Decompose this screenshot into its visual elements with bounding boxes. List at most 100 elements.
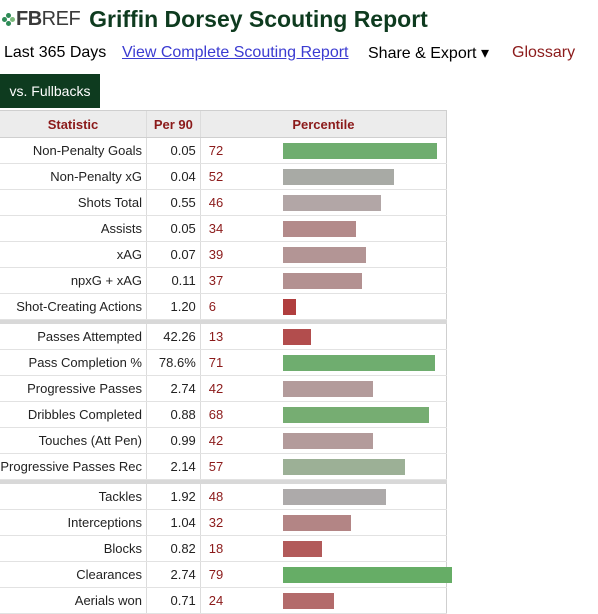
scouting-table: Statistic Per 90 Percentile Non-Penalty … [0,111,452,614]
stat-name: xAG [0,241,147,268]
col-percentile[interactable]: Percentile [200,111,448,138]
percentile-bar [282,567,452,583]
percentile-cell: 46 [200,189,448,216]
stat-name: Interceptions [0,509,147,536]
percentile-cell: 72 [200,137,448,164]
percentile-value: 68 [208,407,224,422]
per90-value: 1.92 [146,484,201,510]
period-label: Last 365 Days [4,44,107,61]
percentile-cell: 37 [200,267,448,294]
table-row: Shot-Creating Actions 1.20 6 [0,293,448,320]
per90-value: 0.88 [146,401,201,428]
per90-value: 0.04 [146,163,201,190]
page-title: Griffin Dorsey Scouting Report [89,5,428,32]
percentile-bar [282,299,296,315]
percentile-bar [282,515,351,531]
percentile-bar [282,355,435,371]
percentile-cell: 57 [200,453,448,480]
percentile-cell: 71 [200,349,448,376]
percentile-bar [282,433,373,449]
percentile-value: 57 [208,459,224,474]
table-body: Non-Penalty Goals 0.05 72 Non-Penalty xG 0.0… [0,137,452,614]
logo-ref-text: REF [41,7,81,30]
per90-value: 2.14 [146,453,201,480]
per90-value: 2.74 [146,375,201,402]
stat-name: Shots Total [0,189,147,216]
stat-name: Progressive Passes [0,375,147,402]
percentile-value: 13 [208,329,224,344]
separator-cell [0,319,447,324]
per90-value: 1.04 [146,509,201,536]
stat-name: Pass Completion % [0,349,147,376]
col-per90[interactable]: Per 90 [146,111,201,138]
percentile-bar [282,381,373,397]
stat-name: Passes Attempted [0,324,147,350]
per90-value: 2.74 [146,561,201,588]
per90-value: 1.20 [146,293,201,320]
stat-name: Assists [0,215,147,242]
per90-value: 0.07 [146,241,201,268]
glossary-link[interactable]: Glossary [512,44,576,61]
table-row: Interceptions 1.04 32 [0,509,448,536]
table-row: Non-Penalty xG 0.04 52 [0,163,448,190]
table-row: Dribbles Completed 0.88 68 [0,401,448,428]
logo-mark-icon [2,12,15,26]
per90-value: 0.11 [146,267,201,294]
percentile-bar [282,247,366,263]
table-row: Clearances 2.74 79 [0,561,452,588]
table-row: Progressive Passes 2.74 42 [0,375,448,402]
percentile-value: 71 [208,355,224,370]
percentile-cell: 42 [200,375,448,402]
stat-name: Shot-Creating Actions [0,293,147,320]
percentile-value: 37 [208,273,224,288]
table-row: Non-Penalty Goals 0.05 72 [0,137,448,164]
percentile-cell: 39 [200,241,448,268]
table-top-border [0,110,447,111]
table-row: Shots Total 0.55 46 [0,189,448,216]
percentile-cell: 52 [200,163,448,190]
percentile-value: 42 [208,433,224,448]
percentile-cell: 18 [200,535,448,562]
group-separator [0,319,447,324]
table-row: Tackles 1.92 48 [0,484,448,510]
per90-value: 78.6% [146,349,201,376]
percentile-bar [282,195,381,211]
fbref-logo[interactable]: FB REF [2,7,81,31]
percentile-cell: 48 [200,484,448,510]
col-statistic[interactable]: Statistic [0,111,147,138]
group-separator [0,479,447,484]
separator-cell [0,479,447,484]
stat-name: Dribbles Completed [0,401,147,428]
per90-value: 0.82 [146,535,201,562]
percentile-bar [282,459,405,475]
per90-value: 0.55 [146,189,201,216]
percentile-value: 46 [208,195,224,210]
table-row: Passes Attempted 42.26 13 [0,324,448,350]
percentile-value: 72 [208,143,224,158]
percentile-bar [282,593,334,609]
percentile-value: 24 [208,593,224,608]
percentile-value: 6 [208,299,217,314]
tab-vs-fullbacks[interactable]: vs. Fullbacks [0,74,100,108]
percentile-bar [282,169,394,185]
table-row: xAG 0.07 39 [0,241,448,268]
complete-report-link[interactable]: View Complete Scouting Report [122,44,349,61]
percentile-value: 79 [208,567,224,582]
share-export-menu[interactable]: Share & Export ▾ [368,45,489,62]
percentile-bar [282,221,356,237]
logo-fb-text: FB [16,7,42,30]
per90-value: 42.26 [146,324,201,350]
table-row: Blocks 0.82 18 [0,535,448,562]
percentile-cell: 6 [200,293,448,320]
table-row: Touches (Att Pen) 0.99 42 [0,427,448,454]
percentile-bar [282,329,311,345]
stat-name: Non-Penalty xG [0,163,147,190]
table-row: Assists 0.05 34 [0,215,448,242]
percentile-cell: 68 [200,401,448,428]
percentile-value: 18 [208,541,224,556]
stat-name: Progressive Passes Rec [0,453,147,480]
percentile-cell: 79 [200,561,452,588]
percentile-value: 32 [208,515,224,530]
percentile-bar [282,407,429,423]
percentile-bar [282,489,386,505]
